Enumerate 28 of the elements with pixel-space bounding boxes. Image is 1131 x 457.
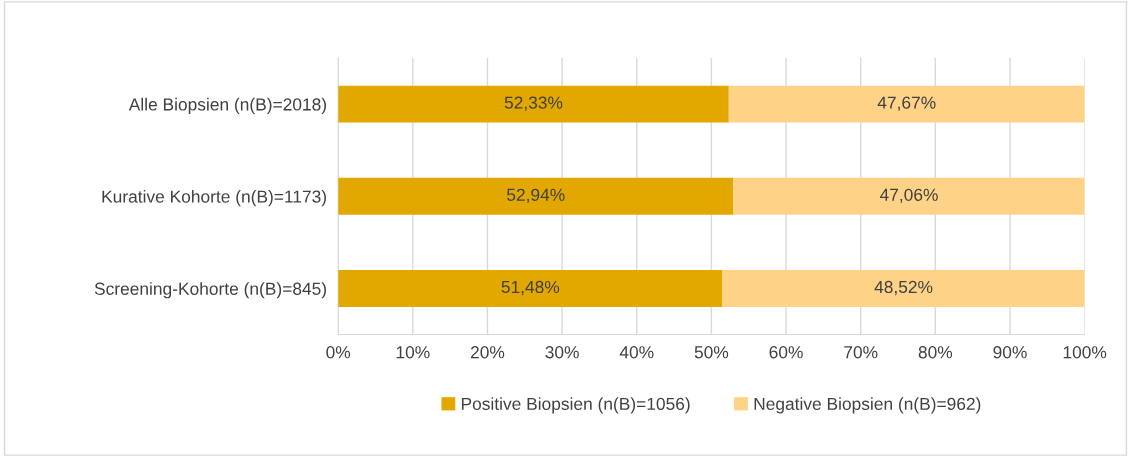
x-tick-label: 100% (1063, 346, 1107, 359)
x-tick-label: 50% (694, 346, 729, 359)
bar (338, 177, 734, 215)
x-tick-label: 80% (918, 346, 953, 359)
y-tick-label: Screening-Kohorte (n(B)=845) (94, 282, 326, 299)
data-label: 52,94% (507, 188, 565, 203)
legend-label: Positive Biopsien (n(B)=1056) (461, 397, 690, 414)
x-tick-label: 70% (844, 346, 878, 359)
bar (728, 85, 1085, 123)
x-tick-label: 20% (470, 346, 505, 359)
data-label: 47,06% (879, 188, 938, 203)
x-tick-label: 0% (326, 346, 351, 359)
data-label: 48,52% (874, 280, 933, 296)
x-tick-label: 90% (993, 346, 1027, 359)
data-label: 52,33% (504, 96, 563, 111)
bar (338, 85, 729, 123)
x-tick-label: 60% (769, 346, 803, 359)
x-tick-label: 10% (396, 346, 430, 359)
bar (722, 270, 1085, 307)
legend-label: Negative Biopsien (n(B)=962) (754, 397, 981, 414)
x-tick-label: 30% (545, 346, 579, 359)
y-tick-label: Alle Biopsien (n(B)=2018) (128, 97, 326, 115)
y-tick-label: Kurative Kohorte (n(B)=1173) (102, 189, 326, 207)
bar (733, 177, 1085, 215)
data-label: 51,48% (501, 280, 560, 296)
data-label: 47,67% (877, 96, 936, 111)
x-tick-label: 40% (619, 346, 654, 359)
bar (338, 270, 723, 307)
